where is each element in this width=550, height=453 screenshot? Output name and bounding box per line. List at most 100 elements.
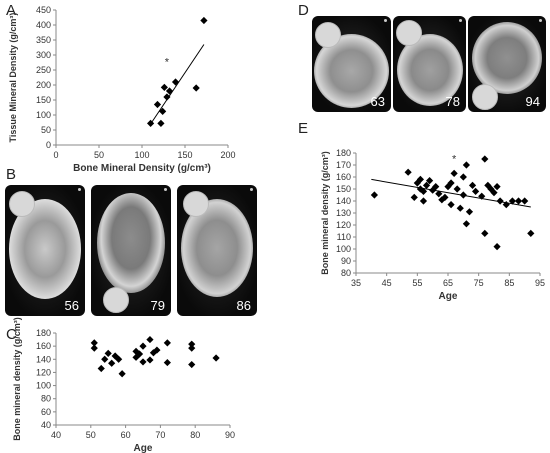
bone-cross-section — [472, 22, 542, 94]
data-point — [90, 344, 98, 352]
bone-cross-section — [97, 193, 165, 293]
y-axis-title: Tissue Mineral Density (g/cm³) — [8, 13, 18, 143]
data-point — [490, 189, 498, 197]
data-point — [527, 229, 535, 237]
data-point — [212, 354, 220, 362]
chart-e: 80 90 100 110 120 130 140 150 160 170 180 35 45 55 65 7… — [320, 148, 545, 302]
x-axis-title: Bone Mineral Density (g/cm³) — [73, 163, 211, 174]
trendline — [371, 178, 531, 208]
y-tick-label: 80 — [41, 394, 51, 404]
marker-dot — [539, 19, 542, 22]
data-point — [419, 197, 428, 205]
y-axis-title: Bone mineral density (g/cm³) — [12, 317, 22, 441]
data-point — [90, 339, 98, 347]
y-tick-label: 140 — [336, 196, 351, 206]
data-point — [192, 84, 200, 92]
x-tick-label: 85 — [504, 278, 514, 288]
x-tick-label: 50 — [94, 150, 104, 160]
trendline — [150, 44, 205, 125]
y-tick-label: 120 — [36, 367, 51, 377]
marker-dot — [459, 19, 462, 22]
y-tick-label: 160 — [336, 172, 351, 182]
x-axis-title: Age — [439, 291, 458, 302]
annotation: * — [165, 57, 170, 69]
y-axis-title: Bone mineral density (g/cm³) — [320, 151, 330, 275]
data-point — [432, 183, 440, 191]
y-tick-label: 400 — [36, 20, 51, 30]
x-tick-label: 90 — [225, 430, 235, 440]
x-tick-label: 60 — [121, 430, 131, 440]
data-point — [159, 107, 167, 115]
x-tick-label: 200 — [220, 150, 235, 160]
reference-disk — [183, 191, 209, 217]
data-point — [163, 358, 171, 367]
y-tick-label: 180 — [336, 148, 351, 158]
data-point — [147, 119, 155, 127]
data-point — [481, 229, 489, 237]
data-point — [416, 185, 424, 193]
y-tick-label: 300 — [36, 50, 51, 60]
chart-a: 0 50 100 150 200 250 300 350 400 450 0 50 100 150 200 B… — [8, 5, 236, 174]
age-label: 63 — [370, 94, 385, 109]
data-point — [422, 181, 431, 189]
y-tick-label: 250 — [36, 65, 51, 75]
panel-label-a: A — [6, 2, 17, 19]
y-tick-label: 130 — [336, 208, 351, 218]
x-tick-label: 40 — [51, 430, 61, 440]
xray-photo-d2: 78 — [393, 16, 466, 112]
x-tick-label: 75 — [474, 278, 484, 288]
marker-dot — [164, 188, 167, 191]
x-tick-label: 100 — [134, 150, 149, 160]
reference-disk — [9, 191, 35, 217]
reference-disk — [315, 22, 341, 48]
reference-disk — [103, 287, 129, 313]
data-point — [139, 358, 147, 366]
data-point — [160, 83, 168, 91]
data-point — [146, 335, 154, 344]
data-point — [493, 243, 501, 251]
y-tick-label: 160 — [36, 341, 51, 351]
y-tick-label: 100 — [36, 110, 51, 120]
data-point — [514, 197, 523, 205]
age-label: 94 — [525, 94, 540, 109]
age-label: 79 — [150, 298, 165, 313]
y-tick-label: 100 — [36, 381, 51, 391]
data-point — [493, 183, 501, 191]
x-tick-label: 0 — [53, 150, 58, 160]
data-point — [108, 359, 116, 367]
xray-photo-d3: 94 — [468, 16, 546, 112]
data-point — [419, 187, 428, 195]
data-point — [453, 185, 461, 193]
data-point — [171, 78, 180, 86]
x-tick-label: 45 — [382, 278, 392, 288]
xray-photo-b1: 56 — [5, 185, 85, 316]
y-tick-label: 40 — [41, 420, 51, 430]
data-point — [165, 87, 174, 95]
data-point — [435, 190, 443, 198]
y-tick-label: 80 — [341, 268, 351, 278]
bone-cross-section — [397, 34, 463, 106]
data-point — [188, 344, 196, 352]
data-point — [118, 370, 126, 378]
xray-photo-b3: 86 — [177, 185, 257, 316]
data-point — [521, 197, 529, 205]
x-tick-label: 80 — [190, 430, 200, 440]
x-tick-label: 70 — [155, 430, 165, 440]
data-point — [465, 208, 474, 216]
marker-dot — [384, 19, 387, 22]
x-tick-label: 35 — [351, 278, 361, 288]
y-tick-label: 100 — [336, 244, 351, 254]
data-point — [468, 181, 477, 189]
data-point — [441, 193, 449, 201]
age-label: 56 — [64, 298, 79, 313]
data-point — [508, 197, 516, 205]
xray-photo-b2: 79 — [91, 185, 171, 316]
data-point — [139, 342, 147, 350]
data-point — [135, 350, 144, 358]
data-point — [97, 364, 105, 373]
y-tick-label: 150 — [336, 184, 351, 194]
data-point — [410, 193, 418, 201]
x-tick-label: 65 — [443, 278, 453, 288]
age-label: 86 — [236, 298, 251, 313]
x-tick-label: 50 — [86, 430, 96, 440]
